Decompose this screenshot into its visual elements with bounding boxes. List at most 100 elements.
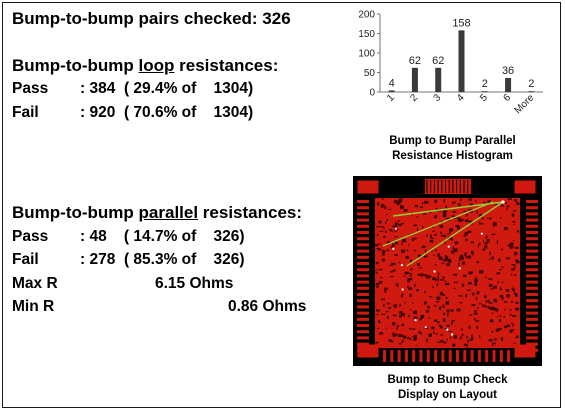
right-pin [526, 237, 538, 241]
routing-texture [421, 245, 426, 249]
bottom-pin [390, 350, 394, 362]
routing-texture [420, 332, 422, 335]
right-pin [526, 342, 538, 346]
routing-texture [391, 322, 396, 326]
routing-texture [489, 306, 494, 311]
right-pin [526, 231, 538, 234]
routing-texture [442, 210, 447, 214]
routing-texture [511, 213, 515, 217]
routing-texture [444, 327, 448, 330]
routing-texture [393, 224, 398, 228]
y-tick-label: 50 [364, 68, 376, 79]
routing-texture [418, 331, 422, 334]
right-pin [526, 218, 538, 222]
routing-texture [506, 294, 510, 298]
routing-texture [509, 314, 513, 316]
right-pin [526, 336, 538, 340]
parallel-fail-value: : 278 ( 85.3% of 326) [80, 251, 245, 268]
routing-texture [434, 233, 437, 236]
routing-texture [444, 280, 446, 283]
routing-texture [445, 205, 447, 208]
routing-texture [506, 324, 510, 328]
routing-texture [435, 249, 437, 252]
routing-texture [451, 320, 455, 322]
routing-texture [467, 199, 469, 201]
routing-texture [377, 243, 381, 245]
right-pin [526, 268, 538, 272]
bar-2 [411, 67, 418, 92]
routing-texture [429, 239, 434, 243]
routing-texture [432, 286, 435, 288]
left-pin [357, 268, 369, 272]
routing-texture [431, 226, 434, 228]
routing-texture [408, 244, 410, 246]
routing-texture [494, 338, 497, 341]
routing-texture [386, 316, 389, 319]
bottom-pin [434, 350, 438, 362]
data-label-4: 158 [452, 17, 470, 29]
routing-texture [488, 283, 493, 288]
routing-texture [401, 294, 404, 297]
routing-texture [419, 318, 422, 321]
routing-texture [492, 222, 497, 226]
routing-texture [390, 270, 393, 273]
routing-texture [492, 342, 494, 347]
routing-texture [459, 217, 462, 221]
routing-texture [397, 334, 402, 338]
routing-texture [382, 249, 385, 254]
routing-texture [403, 335, 407, 339]
routing-texture [409, 274, 413, 277]
routing-texture [497, 281, 500, 284]
routing-texture [454, 248, 458, 252]
routing-texture [513, 224, 515, 226]
routing-texture [416, 344, 418, 346]
routing-texture [445, 282, 450, 286]
routing-texture [489, 302, 493, 304]
routing-texture [437, 341, 441, 343]
routing-texture [446, 263, 450, 267]
routing-texture [487, 200, 491, 203]
routing-texture [423, 213, 427, 215]
routing-texture [394, 304, 397, 308]
routing-texture [376, 327, 380, 329]
routing-texture [499, 315, 502, 317]
left-pin [357, 293, 369, 296]
routing-texture [439, 292, 444, 296]
routing-texture [500, 204, 504, 207]
routing-texture [498, 319, 502, 323]
routing-texture [464, 232, 468, 236]
left-pin [357, 348, 369, 352]
routing-texture [451, 239, 454, 241]
routing-texture [433, 254, 435, 256]
left-pin [357, 249, 369, 253]
histogram-caption-line1: Bump to Bump Parallel [389, 135, 516, 147]
routing-texture [516, 230, 519, 233]
routing-texture [482, 304, 485, 308]
routing-texture [409, 259, 412, 263]
bump-pair-line [382, 201, 494, 247]
right-pin [526, 286, 538, 290]
bottom-pin [441, 350, 445, 362]
routing-texture [491, 256, 495, 260]
routing-texture [402, 238, 406, 243]
routing-texture [387, 307, 392, 309]
routing-texture [381, 313, 386, 316]
left-pin [357, 342, 369, 346]
loop-heading: Bump-to-bump loop resistances: [12, 57, 278, 74]
routing-texture [479, 334, 481, 339]
left-pin [357, 286, 369, 290]
routing-texture [505, 202, 508, 204]
routing-texture [375, 282, 380, 286]
routing-texture [500, 287, 502, 291]
bar-More [528, 91, 535, 92]
routing-texture [509, 309, 512, 311]
routing-texture [397, 285, 399, 288]
routing-texture [514, 251, 518, 256]
left-pin [357, 317, 369, 321]
y-tick-label: 100 [358, 49, 375, 60]
left-pin [357, 218, 369, 222]
bottom-pin [426, 350, 430, 362]
routing-texture [407, 285, 409, 289]
routing-texture [485, 236, 487, 239]
bottom-pin [492, 350, 496, 362]
